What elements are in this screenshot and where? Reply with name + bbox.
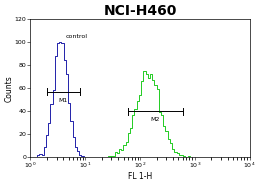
Text: M1: M1 <box>59 98 68 103</box>
Text: M2: M2 <box>151 117 160 122</box>
Text: control: control <box>66 34 88 39</box>
Title: NCI-H460: NCI-H460 <box>103 4 177 18</box>
X-axis label: FL 1-H: FL 1-H <box>128 172 152 181</box>
Y-axis label: Counts: Counts <box>4 75 13 102</box>
